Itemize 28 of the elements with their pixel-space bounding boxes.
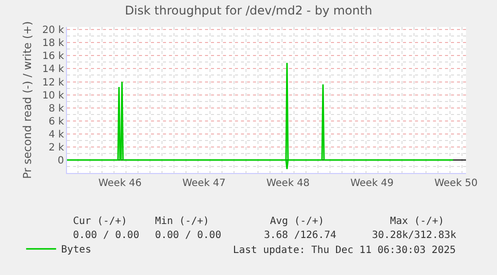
y-tick-label: 18 k bbox=[42, 38, 64, 50]
text: 3.68 /126.74 bbox=[264, 230, 336, 241]
y-tick-label: 12 k bbox=[42, 77, 64, 88]
y-tick-label: 8 k bbox=[48, 103, 64, 114]
x-tick-label: Week 46 bbox=[98, 178, 142, 189]
text: 0.00 / 0.00 bbox=[73, 230, 140, 241]
y-tick-label: 14 k bbox=[42, 64, 64, 76]
x-tick-label: Week 48 bbox=[266, 178, 310, 189]
y-tick-label: 0 bbox=[58, 155, 64, 166]
y-axis-title: Pr second read (-) / write (+) bbox=[20, 21, 34, 179]
text: 30.28k/312.83k bbox=[372, 230, 456, 241]
y-tick-label: 2 k bbox=[48, 142, 64, 154]
chart-title: Disk throughput for /dev/md2 - by month bbox=[124, 3, 372, 18]
text: Avg (-/+) bbox=[270, 216, 324, 227]
y-tick-label: 20 k bbox=[42, 25, 64, 36]
y-tick-label: 16 k bbox=[42, 51, 64, 62]
x-tick-label: Week 49 bbox=[350, 178, 394, 189]
text: Last update: Thu Dec 11 06:30:03 2025 bbox=[233, 245, 456, 256]
x-tick-label: Week 47 bbox=[182, 178, 226, 189]
y-tick-label: 4 k bbox=[48, 129, 64, 140]
text: Min (-/+) bbox=[155, 216, 210, 227]
text: Cur (-/+) bbox=[73, 216, 128, 227]
text: 0.00 / 0.00 bbox=[155, 230, 222, 241]
y-tick-label: 10 k bbox=[42, 90, 64, 102]
text: Max (-/+) bbox=[390, 216, 444, 227]
legend-label: Bytes bbox=[61, 244, 92, 256]
x-tick-label: Week 50 bbox=[434, 178, 478, 189]
y-tick-label: 6 k bbox=[48, 116, 64, 128]
